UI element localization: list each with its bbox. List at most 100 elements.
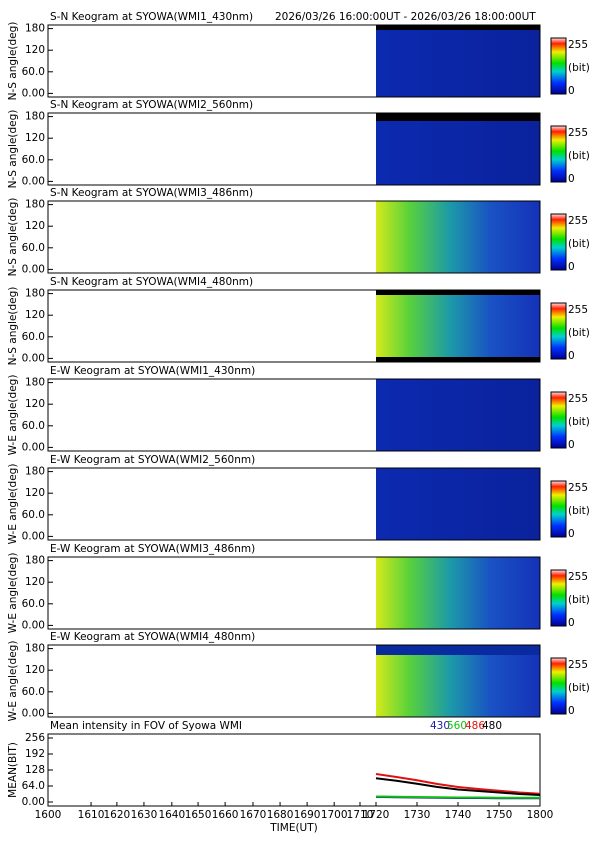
x-tick-label: 1640: [158, 809, 185, 821]
y-tick-label: 64.0: [22, 780, 45, 792]
plot-frame: [47, 733, 541, 807]
colorbar: [550, 569, 567, 627]
colorbar-unit: (bit): [568, 150, 590, 162]
plot-frame: [47, 24, 541, 98]
colorbar-unit: (bit): [568, 594, 590, 606]
colorbar-unit: (bit): [568, 62, 590, 74]
panel-title: E-W Keogram at SYOWA(WMI2_560nm): [50, 454, 255, 466]
keogram-band: [376, 290, 540, 295]
x-tick-label: 1750: [486, 809, 513, 821]
plot-frame: [47, 378, 541, 452]
plot-frame: [47, 289, 541, 363]
y-tick-label: 0.00: [22, 441, 45, 453]
keogram-image: [376, 468, 540, 540]
plot-frame: [47, 644, 541, 718]
y-tick-label: 0.00: [22, 263, 45, 275]
y-tick-label: 60.0: [22, 331, 45, 343]
panel-title: E-W Keogram at SYOWA(WMI3_486nm): [50, 543, 255, 555]
x-tick-label: 1660: [212, 809, 239, 821]
y-tick-label: 0.00: [22, 87, 45, 99]
colorbar-unit: (bit): [568, 416, 590, 428]
x-tick-label: 1690: [294, 809, 321, 821]
y-tick-label: 120: [25, 576, 45, 588]
panel-title: Mean intensity in FOV of Syowa WMI: [50, 720, 242, 732]
colorbar-max: 255: [568, 571, 588, 583]
colorbar-max: 255: [568, 482, 588, 494]
series-line: [375, 773, 541, 795]
y-tick-label: 60.0: [22, 66, 45, 78]
y-tick-label: 0.00: [22, 530, 45, 542]
x-axis-label: TIME(UT): [269, 822, 318, 834]
colorbar: [550, 657, 567, 715]
keogram-band: [376, 25, 540, 30]
y-tick-label: 120: [25, 664, 45, 676]
y-tick-label: 60.0: [22, 420, 45, 432]
colorbar: [550, 391, 567, 449]
x-tick-label: 1610: [78, 809, 105, 821]
colorbar: [550, 213, 567, 271]
y-tick-label: 120: [25, 309, 45, 321]
period: 2026/03/26 16:00:00UT - 2026/03/26 18:00…: [275, 11, 536, 23]
plot-frame: [47, 200, 541, 274]
y-axis-label: W-E angle(deg): [7, 553, 19, 634]
y-axis-label: W-E angle(deg): [7, 375, 19, 456]
keogram-image: [376, 25, 540, 97]
colorbar-max: 255: [568, 127, 588, 139]
colorbar-min: 0: [568, 173, 575, 185]
y-tick-label: 120: [25, 132, 45, 144]
legend-entry: 560: [447, 720, 467, 732]
y-tick-label: 120: [25, 398, 45, 410]
plot-frame: [47, 112, 541, 186]
y-tick-label: 180: [25, 288, 45, 300]
colorbar: [550, 37, 567, 95]
series-line: [375, 795, 540, 799]
colorbar-unit: (bit): [568, 682, 590, 694]
keogram-band: [376, 645, 540, 655]
panel-title: S-N Keogram at SYOWA(WMI3_486nm): [50, 187, 253, 199]
y-tick-label: 120: [25, 44, 45, 56]
x-tick-label: 1800: [527, 809, 554, 821]
y-tick-label: 180: [25, 643, 45, 655]
panel-title: S-N Keogram at SYOWA(WMI1_430nm): [50, 11, 253, 23]
colorbar-min: 0: [568, 528, 575, 540]
colorbar: [550, 480, 567, 538]
colorbar: [550, 125, 567, 183]
keogram-image: [376, 557, 540, 629]
y-tick-label: 180: [25, 199, 45, 211]
x-tick-label: 1730: [404, 809, 431, 821]
colorbar-min: 0: [568, 261, 575, 273]
y-tick-label: 256: [25, 732, 45, 744]
keogram-image: [376, 201, 540, 273]
keogram-band: [376, 113, 540, 121]
y-axis-label: W-E angle(deg): [7, 464, 19, 545]
colorbar-unit: (bit): [568, 505, 590, 517]
colorbar-min: 0: [568, 617, 575, 629]
x-tick-label: 1700: [321, 809, 348, 821]
x-tick-label: 1670: [240, 809, 267, 821]
y-tick-label: 180: [25, 23, 45, 35]
legend-entry: 486: [465, 720, 485, 732]
colorbar: [550, 302, 567, 360]
y-tick-label: 0.00: [22, 175, 45, 187]
keogram-image: [376, 645, 540, 717]
colorbar-max: 255: [568, 393, 588, 405]
y-tick-label: 0.00: [22, 619, 45, 631]
legend-entry: 430: [430, 720, 450, 732]
y-tick-label: 180: [25, 111, 45, 123]
y-axis-label: MEAN(BIT): [7, 742, 19, 798]
keogram-band: [376, 357, 540, 362]
legend-entry: 480: [482, 720, 502, 732]
colorbar-unit: (bit): [568, 327, 590, 339]
y-tick-label: 60.0: [22, 686, 45, 698]
colorbar-max: 255: [568, 215, 588, 227]
colorbar-unit: (bit): [568, 238, 590, 250]
y-tick-label: 180: [25, 466, 45, 478]
y-tick-label: 0.00: [22, 796, 45, 808]
y-tick-label: 120: [25, 487, 45, 499]
y-tick-label: 120: [25, 220, 45, 232]
y-axis-label: N-S angle(deg): [7, 110, 19, 189]
colorbar-min: 0: [568, 85, 575, 97]
x-tick-label: 1630: [131, 809, 158, 821]
colorbar-min: 0: [568, 439, 575, 451]
